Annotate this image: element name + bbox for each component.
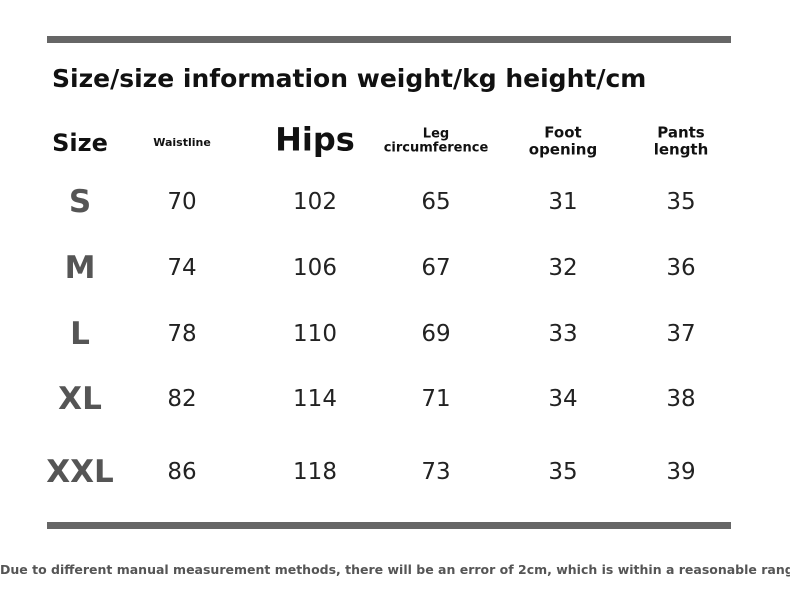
- measurement: 110: [293, 321, 337, 347]
- column-header: Waistline: [153, 135, 211, 149]
- measurement: 69: [421, 321, 451, 347]
- measurement: 71: [421, 386, 451, 412]
- column-header: Hips: [275, 120, 355, 159]
- column-header: Pants length: [653, 123, 709, 158]
- bottom-rule: [47, 522, 731, 529]
- measurement: 82: [167, 386, 197, 412]
- measurement: 67: [421, 255, 451, 281]
- measurement: 70: [167, 189, 197, 215]
- top-rule: [47, 36, 731, 43]
- measurement: 32: [548, 255, 578, 281]
- measurement: 114: [293, 386, 337, 412]
- measurement: 102: [293, 189, 337, 215]
- size-label: XXL: [46, 454, 114, 490]
- size-label: L: [70, 316, 90, 352]
- measurement: 73: [421, 459, 451, 485]
- column-header: Leg circumference: [383, 126, 489, 156]
- footer-note: Due to different manual measurement meth…: [0, 562, 790, 577]
- measurement: 78: [167, 321, 197, 347]
- measurement: 39: [666, 459, 696, 485]
- measurement: 34: [548, 386, 578, 412]
- measurement: 106: [293, 255, 337, 281]
- measurement: 36: [666, 255, 696, 281]
- measurement: 35: [548, 459, 578, 485]
- measurement: 74: [167, 255, 197, 281]
- measurement: 33: [548, 321, 578, 347]
- size-label: S: [68, 184, 92, 220]
- measurement: 35: [666, 189, 696, 215]
- size-label: M: [64, 250, 96, 286]
- measurement: 65: [421, 189, 451, 215]
- measurement: 118: [293, 459, 337, 485]
- measurement: 38: [666, 386, 696, 412]
- measurement: 37: [666, 321, 696, 347]
- title: Size/size information weight/kg height/c…: [52, 64, 647, 93]
- column-header: Size: [52, 128, 108, 157]
- measurement: 31: [548, 189, 578, 215]
- size-label: XL: [58, 381, 102, 417]
- column-header: Foot opening: [528, 123, 598, 158]
- measurement: 86: [167, 459, 197, 485]
